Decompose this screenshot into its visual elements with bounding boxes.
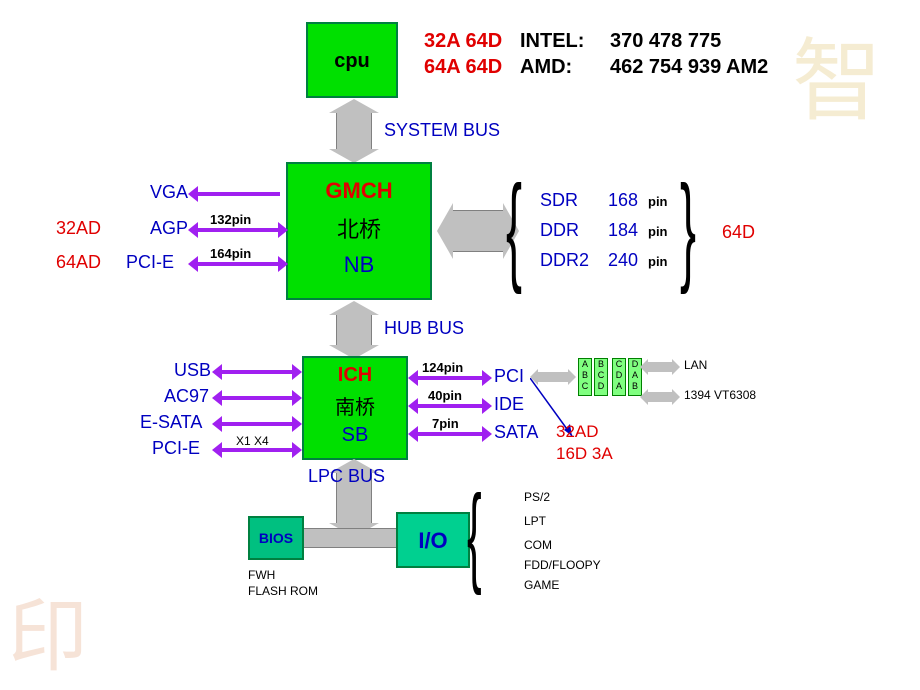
- cpu-intel: 370 478 775: [610, 30, 721, 53]
- pcie-nb-label: PCI-E: [126, 252, 174, 273]
- sdr-label: SDR: [540, 190, 578, 211]
- ram-brace-r: }: [680, 168, 696, 288]
- agp-ad: 32AD: [56, 218, 101, 239]
- pci-label: PCI: [494, 366, 524, 387]
- sata-arrow: [416, 432, 484, 436]
- pci-card-arrow: [536, 372, 570, 382]
- pcie-sb-note: X1 X4: [236, 434, 269, 448]
- agp-arrow: [196, 228, 280, 232]
- ddr-label: DDR: [540, 220, 579, 241]
- ac97-label: AC97: [164, 386, 209, 407]
- bios-sub1: FWH: [248, 568, 275, 582]
- agp-pin: 132pin: [210, 212, 251, 227]
- gmch-box: GMCH 北桥 NB: [286, 162, 432, 300]
- cpu-label: cpu: [308, 50, 396, 73]
- pci-card-1: A B C: [578, 358, 592, 396]
- ram-bus: 64D: [722, 222, 755, 243]
- sdr-sfx: pin: [648, 194, 668, 209]
- pci-card-2: B C D: [594, 358, 608, 396]
- pcie-sb-arrow: [220, 448, 294, 452]
- esata-label: E-SATA: [140, 412, 202, 433]
- lan-arrow: [646, 362, 674, 372]
- cpu-width-2: 64A 64D: [424, 56, 502, 79]
- io-2: COM: [524, 538, 552, 552]
- ich-title: ICH: [304, 364, 406, 387]
- sata-da: 16D 3A: [556, 444, 613, 464]
- firewire-label: 1394 VT6308: [684, 388, 756, 402]
- bios-box: BIOS: [248, 516, 304, 560]
- ddr-pin: 184: [608, 220, 638, 241]
- watermark-bl: 印: [8, 572, 118, 682]
- ram-bus-arrow: [452, 210, 504, 252]
- cpu-amd: 462 754 939 AM2: [610, 56, 768, 79]
- lpc-h-bus: [292, 528, 410, 548]
- esata-arrow: [220, 422, 294, 426]
- io-4: GAME: [524, 578, 559, 592]
- usb-arrow: [220, 370, 294, 374]
- usb-label: USB: [174, 360, 211, 381]
- pci-pin: 124pin: [422, 360, 463, 375]
- ac97-arrow: [220, 396, 294, 400]
- bios-sub2: FLASH ROM: [248, 584, 318, 598]
- ich-box: ICH 南桥 SB: [302, 356, 408, 460]
- ddr-sfx: pin: [648, 224, 668, 239]
- bios-label: BIOS: [250, 530, 302, 546]
- gmch-en: NB: [288, 252, 430, 278]
- ddr2-label: DDR2: [540, 250, 589, 271]
- gmch-cn: 北桥: [288, 212, 430, 244]
- ddr2-sfx: pin: [648, 254, 668, 269]
- sdr-pin: 168: [608, 190, 638, 211]
- pcie-sb-label: PCI-E: [152, 438, 200, 459]
- io-3: FDD/FLOOPY: [524, 558, 601, 572]
- io-0: PS/2: [524, 490, 550, 504]
- pci-arrow: [416, 376, 484, 380]
- agp-label: AGP: [150, 218, 188, 239]
- firewire-arrow: [646, 392, 674, 402]
- ddr2-pin: 240: [608, 250, 638, 271]
- pcie-nb-arrow: [196, 262, 280, 266]
- cpu-width-1: 32A 64D: [424, 30, 502, 53]
- pci-card-3: C D A: [612, 358, 626, 396]
- ich-en: SB: [304, 424, 406, 447]
- io-brace: {: [467, 480, 482, 590]
- lan-label: LAN: [684, 358, 707, 372]
- lpc-bus-label: LPC BUS: [308, 466, 385, 487]
- ich-cn: 南桥: [304, 391, 406, 420]
- io-1: LPT: [524, 514, 546, 528]
- ide-label: IDE: [494, 394, 524, 415]
- cpu-amd-lbl: AMD:: [520, 56, 572, 79]
- io-box: I/O: [396, 512, 470, 568]
- gmch-title: GMCH: [288, 178, 430, 204]
- hub-bus-arrow: [336, 314, 372, 346]
- ide-arrow: [416, 404, 484, 408]
- pcie-nb-ad: 64AD: [56, 252, 101, 273]
- ide-pin: 40pin: [428, 388, 462, 403]
- watermark-tr: 智: [792, 8, 912, 128]
- pcie-nb-pin: 164pin: [210, 246, 251, 261]
- system-bus-arrow: [336, 112, 372, 150]
- sata-pin: 7pin: [432, 416, 459, 431]
- cpu-box: cpu: [306, 22, 398, 98]
- sata-ad: 32AD: [556, 422, 599, 442]
- vga-arrow: [196, 192, 280, 196]
- cpu-intel-lbl: INTEL:: [520, 30, 584, 53]
- hub-bus-label: HUB BUS: [384, 318, 464, 339]
- ram-brace: {: [506, 168, 522, 288]
- system-bus-label: SYSTEM BUS: [384, 120, 500, 141]
- io-label: I/O: [398, 528, 468, 554]
- vga-label: VGA: [150, 182, 188, 203]
